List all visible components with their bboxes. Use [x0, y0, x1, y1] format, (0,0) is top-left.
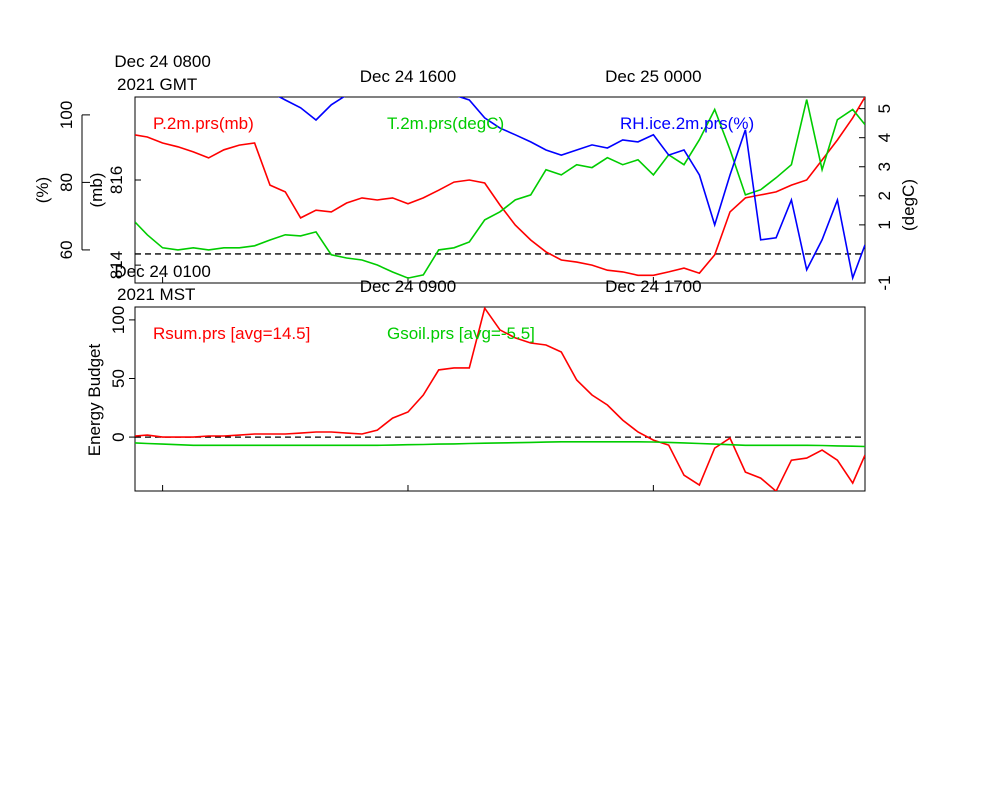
x-tick-label: Dec 24 0100 [114, 262, 210, 281]
y3-axis-title: (degC) [899, 179, 918, 231]
y-tick-label: 80 [57, 173, 76, 192]
time-label: 2021 MST [117, 285, 195, 304]
y-tick-label: 0 [109, 432, 128, 441]
y2-tick-label: 816 [107, 166, 126, 194]
data-line [135, 307, 865, 491]
data-line [135, 99, 865, 279]
y3-tick-label: -1 [875, 275, 894, 290]
data-line [135, 97, 865, 277]
x-tick-label: Dec 24 1600 [360, 67, 456, 86]
y2-axis-title: (mb) [87, 173, 106, 208]
series-group [135, 97, 865, 281]
legend-entry: T.2m.prs(degC) [387, 114, 504, 133]
y-axis-title: (%) [33, 177, 52, 203]
y-axis-title: Energy Budget [85, 343, 104, 456]
x-tick-label: Dec 24 0800 [114, 52, 210, 71]
series-group [135, 307, 865, 491]
y3-tick-label: 4 [875, 133, 894, 142]
x-tick-label: Dec 25 0000 [605, 67, 701, 86]
y-tick-label: 100 [57, 101, 76, 129]
plot-frame [134, 96, 866, 284]
data-line [135, 441, 865, 448]
y2-tick-label: 814 [107, 251, 126, 279]
y-tick-label: 100 [109, 306, 128, 334]
legend-entry: Rsum.prs [avg=14.5] [153, 324, 310, 343]
plot-frame [134, 306, 866, 492]
legend-entry: RH.ice.2m.prs(%) [620, 114, 754, 133]
y3-tick-label: 1 [875, 220, 894, 229]
y3-tick-label: 3 [875, 162, 894, 171]
y-tick-label: 60 [57, 240, 76, 259]
y3-tick-label: 5 [875, 104, 894, 113]
data-line [277, 97, 865, 281]
x-tick-label: Dec 24 0900 [360, 277, 456, 296]
x-tick-label: Dec 24 1700 [605, 277, 701, 296]
legend-entry: Gsoil.prs [avg=-5.5] [387, 324, 535, 343]
time-label: 2021 GMT [117, 75, 197, 94]
y-tick-label: 50 [109, 369, 128, 388]
legend-entry: P.2m.prs(mb) [153, 114, 254, 133]
y3-tick-label: 2 [875, 191, 894, 200]
